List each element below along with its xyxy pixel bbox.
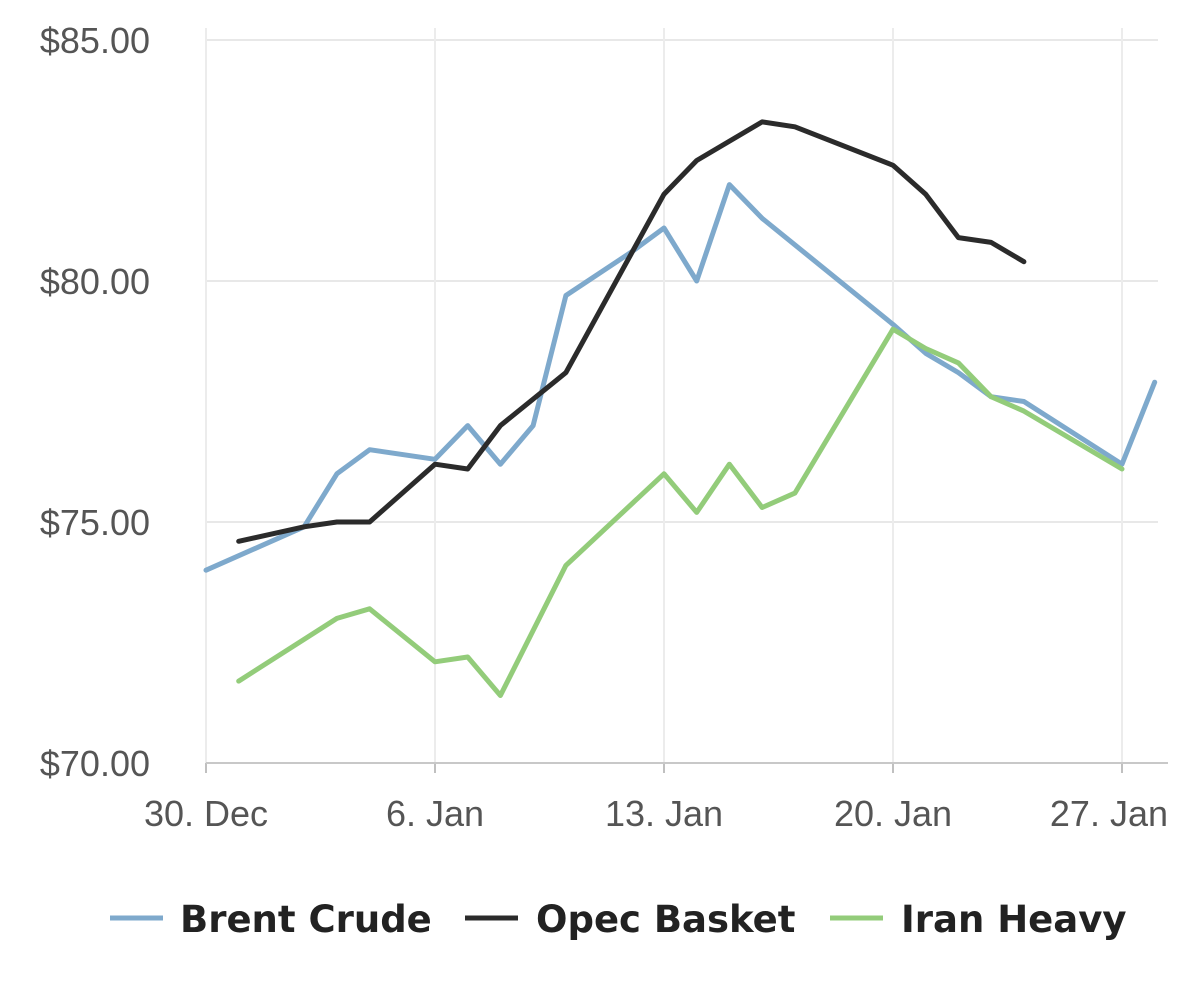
legend-label-opec-basket[interactable]: Opec Basket <box>536 898 795 941</box>
y-tick-label: $80.00 <box>40 261 150 302</box>
x-tick-label: 6. Jan <box>386 793 484 834</box>
x-tick-label: 27. Jan <box>1050 793 1168 834</box>
axes: $70.00 $75.00 $80.00 $85.00 30. Dec 6. Jan 13.… <box>40 20 1168 834</box>
legend[interactable]: Brent Crude Opec Basket Iran Heavy <box>110 898 1126 941</box>
legend-label-iran-heavy[interactable]: Iran Heavy <box>901 898 1126 941</box>
y-tick-label: $70.00 <box>40 743 150 784</box>
y-tick-label: $85.00 <box>40 20 150 61</box>
series-line-iran-heavy <box>236 326 1125 698</box>
x-tick-label: 20. Jan <box>834 793 952 834</box>
x-tick-label: 30. Dec <box>144 793 268 834</box>
legend-label-brent-crude[interactable]: Brent Crude <box>180 898 432 941</box>
series-line-opec-basket <box>236 119 1027 544</box>
grid <box>205 28 1158 763</box>
y-tick-label: $75.00 <box>40 502 150 543</box>
series-lines <box>203 119 1158 698</box>
series-line-brent-crude <box>203 182 1158 573</box>
x-tick-label: 13. Jan <box>605 793 723 834</box>
